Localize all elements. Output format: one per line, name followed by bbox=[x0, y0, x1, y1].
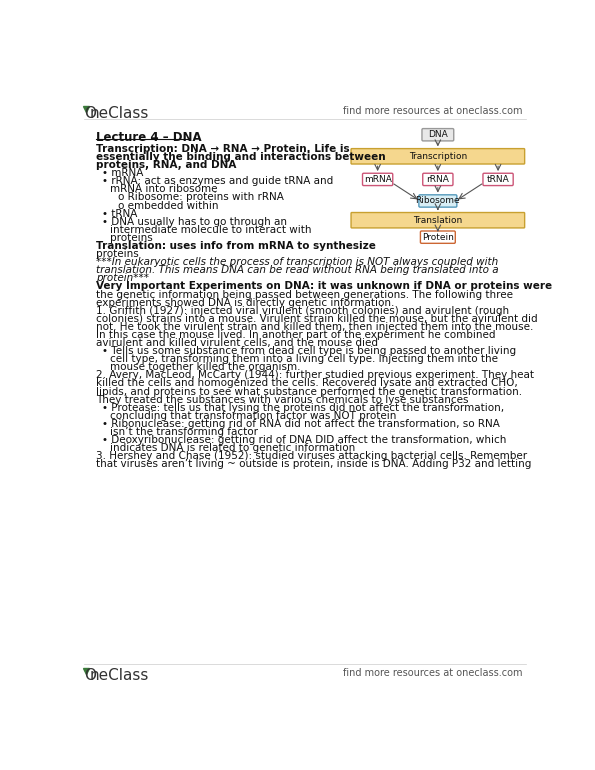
Text: O: O bbox=[84, 668, 96, 683]
Text: indicates DNA is related to genetic information: indicates DNA is related to genetic info… bbox=[110, 444, 355, 453]
Text: find more resources at oneclass.com: find more resources at oneclass.com bbox=[343, 668, 522, 678]
Text: Protein: Protein bbox=[422, 233, 454, 242]
Text: • mRNA: • mRNA bbox=[102, 168, 143, 178]
Text: o embedded within: o embedded within bbox=[118, 200, 218, 210]
Text: proteins: proteins bbox=[96, 249, 139, 259]
Text: not. He took the virulent strain and killed them, then injected them into the mo: not. He took the virulent strain and kil… bbox=[96, 322, 534, 332]
Text: • DNA usually has to go through an: • DNA usually has to go through an bbox=[102, 216, 287, 226]
Text: the genetic information being passed between generations. The following three: the genetic information being passed bet… bbox=[96, 290, 513, 300]
Text: experiments showed DNA is directly genetic information.: experiments showed DNA is directly genet… bbox=[96, 297, 394, 307]
Text: • Protease: tells us that lysing the proteins did not affect the transformation,: • Protease: tells us that lysing the pro… bbox=[102, 403, 505, 413]
Text: proteins: proteins bbox=[110, 233, 153, 243]
Text: mouse together killed the organism.: mouse together killed the organism. bbox=[110, 362, 300, 372]
Text: O: O bbox=[84, 106, 96, 121]
FancyBboxPatch shape bbox=[421, 231, 455, 243]
Text: Ribosome: Ribosome bbox=[415, 196, 460, 206]
Text: In this case the mouse lived. In another part of the experiment he combined: In this case the mouse lived. In another… bbox=[96, 330, 496, 340]
FancyBboxPatch shape bbox=[351, 149, 525, 164]
Text: find more resources at oneclass.com: find more resources at oneclass.com bbox=[343, 106, 522, 116]
Text: intermediate molecule to interact with: intermediate molecule to interact with bbox=[110, 225, 312, 235]
Text: essentially the binding and interactions between: essentially the binding and interactions… bbox=[96, 152, 386, 162]
Text: • Deoxyribonuclease: getting rid of DNA DID affect the transformation, which: • Deoxyribonuclease: getting rid of DNA … bbox=[102, 435, 507, 445]
Text: mRNA: mRNA bbox=[364, 175, 392, 184]
Text: o Ribosome: proteins with rRNA: o Ribosome: proteins with rRNA bbox=[118, 192, 284, 203]
Text: • Ribonuclease: getting rid of RNA did not affect the transformation, so RNA: • Ribonuclease: getting rid of RNA did n… bbox=[102, 419, 500, 429]
Text: proteins, RNA, and DNA: proteins, RNA, and DNA bbox=[96, 160, 236, 170]
Text: Transcription: DNA → RNA → Protein. Life is: Transcription: DNA → RNA → Protein. Life… bbox=[96, 144, 350, 154]
Text: killed the cells and homogenized the cells. Recovered lysate and extracted CHO,: killed the cells and homogenized the cel… bbox=[96, 378, 518, 388]
Text: Translation: Translation bbox=[413, 216, 462, 225]
Text: protein***: protein*** bbox=[96, 273, 149, 283]
Text: Transcription: Transcription bbox=[409, 152, 467, 161]
Text: 1. Griffith (1927): injected viral virulent (smooth colonies) and avirulent (rou: 1. Griffith (1927): injected viral virul… bbox=[96, 306, 509, 316]
Text: lipids, and proteins to see what substance performed the genetic transformation.: lipids, and proteins to see what substan… bbox=[96, 387, 522, 397]
FancyBboxPatch shape bbox=[422, 173, 453, 186]
Text: avirulent and killed virulent cells, and the mouse died: avirulent and killed virulent cells, and… bbox=[96, 338, 378, 348]
Text: 3. Hershey and Chase (1952): studied viruses attacking bacterial cells. Remember: 3. Hershey and Chase (1952): studied vir… bbox=[96, 451, 527, 461]
Text: neClass: neClass bbox=[90, 106, 149, 121]
Text: 2. Avery, MacLeod, McCarty (1944): further studied previous experiment. They hea: 2. Avery, MacLeod, McCarty (1944): furth… bbox=[96, 370, 534, 380]
Text: Lecture 4 – DNA: Lecture 4 – DNA bbox=[96, 131, 202, 144]
Text: ***In eukaryotic cells the process of transcription is NOT always coupled with: ***In eukaryotic cells the process of tr… bbox=[96, 257, 499, 267]
Text: • rRNA: act as enzymes and guide tRNA and: • rRNA: act as enzymes and guide tRNA an… bbox=[102, 176, 334, 186]
Text: rRNA: rRNA bbox=[427, 175, 449, 184]
Text: neClass: neClass bbox=[90, 668, 149, 683]
Text: Very Important Experiments on DNA: it was unknown if DNA or proteins were: Very Important Experiments on DNA: it wa… bbox=[96, 281, 552, 291]
Text: concluding that transformation factor was NOT protein: concluding that transformation factor wa… bbox=[110, 411, 396, 420]
Text: DNA: DNA bbox=[428, 130, 447, 139]
FancyBboxPatch shape bbox=[419, 195, 457, 207]
Text: Translation: uses info from mRNA to synthesize: Translation: uses info from mRNA to synt… bbox=[96, 241, 376, 251]
Text: tRNA: tRNA bbox=[487, 175, 509, 184]
Text: cell type, transforming them into a living cell type. Injecting them into the: cell type, transforming them into a livi… bbox=[110, 354, 498, 364]
FancyBboxPatch shape bbox=[422, 129, 454, 141]
Text: isn’t the transforming factor: isn’t the transforming factor bbox=[110, 427, 258, 437]
Text: • Tells us some substance from dead cell type is being passed to another living: • Tells us some substance from dead cell… bbox=[102, 346, 516, 356]
FancyBboxPatch shape bbox=[351, 213, 525, 228]
Text: colonies) strains into a mouse. Virulent strain killed the mouse, but the avirul: colonies) strains into a mouse. Virulent… bbox=[96, 314, 538, 323]
Text: that viruses aren’t living ~ outside is protein, inside is DNA. Adding P32 and l: that viruses aren’t living ~ outside is … bbox=[96, 459, 531, 469]
Text: translation. This means DNA can be read without RNA being translated into a: translation. This means DNA can be read … bbox=[96, 265, 499, 275]
Text: • tRNA: • tRNA bbox=[102, 209, 137, 219]
FancyBboxPatch shape bbox=[483, 173, 513, 186]
Text: mRNA into ribosome: mRNA into ribosome bbox=[110, 184, 218, 194]
FancyBboxPatch shape bbox=[362, 173, 393, 186]
Text: They treated the substances with various chemicals to lyse substances: They treated the substances with various… bbox=[96, 394, 469, 404]
